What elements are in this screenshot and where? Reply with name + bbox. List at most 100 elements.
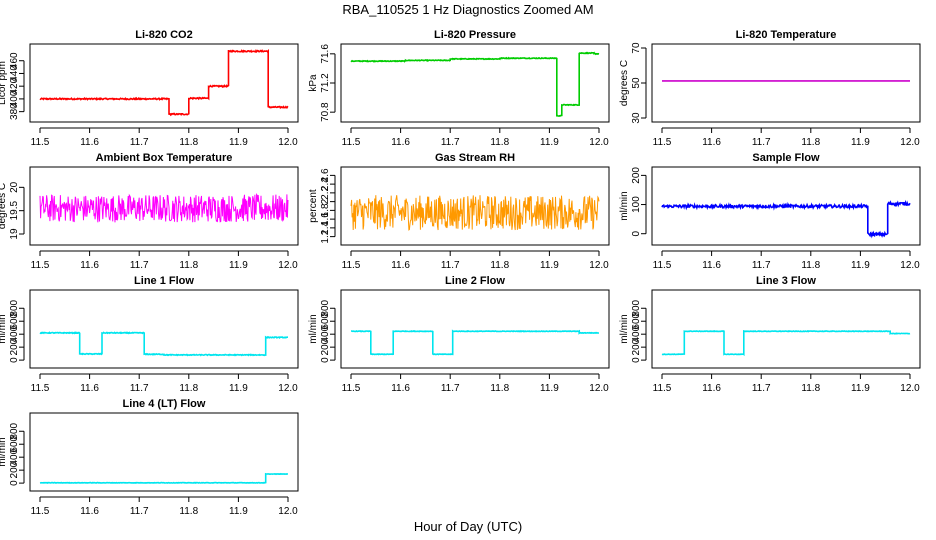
x-tick-label: 11.8 [490, 260, 509, 271]
y-axis-label: ml/min [308, 314, 319, 343]
x-tick-label: 11.6 [391, 383, 410, 394]
y-axis-label: degrees C [619, 60, 630, 106]
y-tick-label: 71.6 [320, 44, 331, 64]
y-axis-label: ml/min [619, 314, 630, 343]
x-tick-label: 11.9 [229, 137, 248, 148]
y-tick-label: 200 [631, 167, 642, 184]
plot-frame [651, 43, 921, 123]
x-tick-label: 11.5 [342, 383, 361, 394]
x-tick-label: 12.0 [589, 383, 609, 394]
chart-panel: Line 2 Flow 11.5 11.6 11.7 11.8 11.9 12.0 0 2004… [308, 275, 610, 394]
x-tick-label: 12.0 [900, 383, 920, 394]
x-tick-label: 11.7 [130, 260, 149, 271]
x-tick-label: 11.9 [851, 137, 870, 148]
x-tick-label: 11.5 [31, 137, 50, 148]
x-tick-label: 12.0 [278, 137, 298, 148]
y-axis-label: kPa [308, 74, 319, 92]
y-tick-label: 0 [9, 480, 20, 486]
x-tick-label: 11.7 [752, 137, 771, 148]
panel-title: Li-820 CO2 [135, 29, 192, 41]
y-tick-label: 0 [9, 357, 20, 363]
x-tick-label: 11.9 [851, 383, 870, 394]
series-line [661, 329, 911, 357]
y-tick-label: 1.6 [320, 212, 331, 226]
y-tick-label: 1.2 [320, 229, 331, 243]
x-tick-label: 11.8 [179, 506, 198, 517]
panel-title: Line 2 Flow [445, 275, 505, 287]
y-tick-label: 800 [9, 299, 20, 316]
y-axis-label: Licor ppm [0, 61, 8, 105]
x-tick-label: 11.5 [653, 260, 672, 271]
series-line [350, 195, 600, 231]
y-tick-label: 50 [631, 77, 642, 89]
x-tick-label: 11.5 [342, 137, 361, 148]
y-tick-label: 600 [631, 312, 642, 329]
y-tick-label: 0 [631, 230, 642, 236]
plot-frame [651, 289, 921, 369]
y-tick-label: 600 [9, 312, 20, 329]
y-axis-label: ml/min [0, 314, 8, 343]
x-tick-label: 11.8 [490, 383, 509, 394]
chart-panel: Ambient Box Temperature 11.5 11.6 11.7 11.8 1… [0, 152, 299, 271]
y-tick-label: 440 [9, 65, 20, 82]
x-tick-label: 11.5 [653, 383, 672, 394]
panel-title: Li-820 Pressure [434, 29, 516, 41]
x-tick-label: 11.7 [441, 383, 460, 394]
y-axis-label: ml/min [0, 437, 8, 466]
panel-title: Li-820 Temperature [736, 29, 837, 41]
y-tick-label: 800 [320, 299, 331, 316]
series-line [661, 199, 911, 239]
y-tick-label: 800 [9, 422, 20, 439]
x-tick-label: 11.6 [80, 260, 99, 271]
x-tick-label: 12.0 [900, 260, 920, 271]
x-tick-label: 11.6 [391, 260, 410, 271]
plot-frame [29, 412, 299, 492]
plot-frame [340, 166, 610, 246]
x-tick-label: 11.7 [130, 506, 149, 517]
x-tick-label: 11.7 [441, 137, 460, 148]
x-tick-label: 11.8 [801, 383, 820, 394]
y-tick-label: 200 [631, 338, 642, 355]
panel-title: Line 3 Flow [756, 275, 816, 287]
x-tick-label: 11.9 [540, 383, 559, 394]
chart-panel: Sample Flow 11.5 11.6 11.7 11.8 11.9 12.0 0 100 2… [619, 152, 921, 271]
x-tick-label: 11.8 [179, 260, 198, 271]
plot-frame [29, 43, 299, 123]
x-tick-label: 11.8 [490, 137, 509, 148]
x-tick-label: 11.5 [31, 260, 50, 271]
x-tick-label: 11.9 [229, 506, 248, 517]
y-tick-label: 70.8 [320, 102, 331, 122]
plot-frame [29, 166, 299, 246]
panel-title: Line 4 (LT) Flow [123, 398, 206, 410]
series-line [350, 51, 600, 117]
x-tick-label: 11.7 [130, 383, 149, 394]
x-tick-label: 11.9 [540, 260, 559, 271]
y-tick-label: 2.6 [320, 168, 331, 182]
y-tick-label: 400 [9, 90, 20, 107]
chart-panel: Li-820 Temperature 11.5 11.6 11.7 11.8 11.9 12… [619, 29, 921, 148]
figure-title: RBA_110525 1 Hz Diagnostics Zoomed AM [342, 2, 593, 17]
chart-panel: Line 1 Flow 11.5 11.6 11.7 11.8 11.9 12.0 0 2004… [0, 275, 299, 394]
x-tick-label: 11.8 [179, 383, 198, 394]
x-tick-label: 11.8 [801, 260, 820, 271]
series-line [39, 48, 289, 117]
x-tick-label: 11.9 [540, 137, 559, 148]
chart-panel: Li-820 Pressure 11.5 11.6 11.7 11.8 11.9 12.0 7… [308, 29, 610, 148]
y-tick-label: 200 [9, 461, 20, 478]
y-axis-label: degrees C [0, 183, 8, 229]
y-tick-label: 71.2 [320, 73, 331, 93]
x-tick-label: 11.9 [229, 260, 248, 271]
x-tick-label: 11.8 [801, 137, 820, 148]
figure-x-label: Hour of Day (UTC) [414, 519, 522, 534]
y-tick-label: 19.5 [9, 200, 20, 220]
x-tick-label: 11.5 [31, 383, 50, 394]
x-tick-label: 11.8 [179, 137, 198, 148]
x-tick-label: 11.6 [80, 383, 99, 394]
x-tick-label: 12.0 [278, 506, 298, 517]
series-line [39, 193, 289, 223]
x-tick-label: 11.7 [130, 137, 149, 148]
plot-frame [340, 43, 610, 123]
y-tick-label: 420 [9, 77, 20, 94]
y-tick-label: 30 [631, 112, 642, 124]
